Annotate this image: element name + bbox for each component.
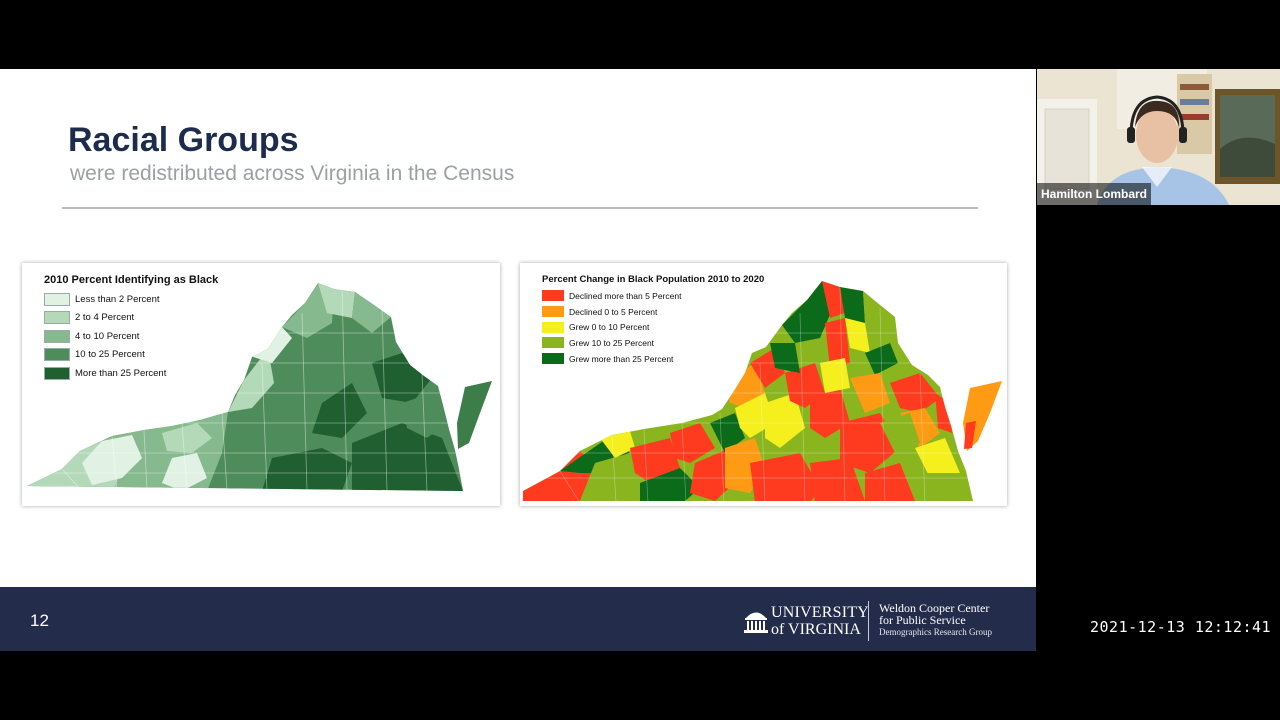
legend-swatch — [44, 329, 70, 343]
map-legend-change: Percent Change in Black Population 2010 … — [542, 274, 764, 366]
legend-title: Percent Change in Black Population 2010 … — [542, 274, 765, 285]
legend-item: 10 to 25 Percent — [44, 346, 218, 365]
legend-item: 4 to 10 Percent — [44, 327, 218, 346]
slide-subtitle: were redistributed across Virginia in th… — [70, 162, 515, 185]
legend-item: Declined 0 to 5 Percent — [542, 304, 764, 320]
legend-swatch — [542, 290, 564, 302]
legend-swatch — [542, 353, 564, 365]
legend-item: 2 to 4 Percent — [44, 309, 218, 328]
legend-label: Declined more than 5 Percent — [569, 290, 682, 301]
legend-item: Grew 10 to 25 Percent — [542, 335, 764, 351]
legend-item: More than 25 Percent — [44, 364, 218, 383]
legend-label: Grew 10 to 25 Percent — [569, 337, 655, 348]
map-legend-2010: 2010 Percent Identifying as Black Less t… — [44, 274, 218, 383]
participant-name-label: Hamilton Lombard — [1037, 183, 1152, 205]
legend-label: More than 25 Percent — [75, 367, 167, 379]
presentation-slide: Racial Groups were redistributed across … — [0, 69, 1036, 651]
participant-video-feed — [1037, 69, 1280, 205]
page-number: 12 — [30, 611, 49, 630]
title-divider — [62, 207, 978, 209]
legend-swatch — [44, 311, 70, 325]
virginia-choropleth-map-2010 — [27, 283, 492, 491]
legend-swatch — [542, 321, 564, 333]
legend-swatch — [44, 366, 70, 380]
legend-title: 2010 Percent Identifying as Black — [44, 274, 219, 286]
legend-item: Less than 2 Percent — [44, 290, 218, 309]
virginia-choropleth-map-change — [523, 281, 1002, 501]
center-name-line2: for Public Service — [879, 613, 966, 627]
slide-footer: 12 UNIVERSITY of VIRGINIA Weldon Cooper … — [0, 587, 1036, 651]
recording-timestamp: 2021-12-13 12:12:41 — [1090, 618, 1272, 636]
center-name-line1: Weldon Cooper Center — [879, 601, 990, 615]
legend-label: 2 to 4 Percent — [75, 312, 135, 324]
university-name-line2: of VIRGINIA — [771, 621, 861, 638]
legend-item: Grew 0 to 10 Percent — [542, 319, 764, 335]
slide-title: Racial Groups — [68, 121, 299, 159]
legend-swatch — [542, 337, 564, 349]
legend-swatch — [542, 306, 564, 318]
legend-item: Declined more than 5 Percent — [542, 288, 764, 304]
legend-label: Grew more than 25 Percent — [569, 353, 674, 364]
university-name-line1: UNIVERSITY — [771, 604, 869, 621]
rotunda-icon — [744, 612, 768, 633]
legend-label: Declined 0 to 5 Percent — [569, 306, 658, 317]
center-name-line3: Demographics Research Group — [879, 627, 992, 637]
logo-divider — [868, 601, 869, 641]
legend-swatch — [44, 292, 70, 306]
participant-video-tile[interactable]: Hamilton Lombard — [1037, 69, 1280, 205]
legend-label: 4 to 10 Percent — [75, 330, 140, 342]
legend-swatch — [44, 348, 70, 362]
map-2010-percent-black: 2010 Percent Identifying as Black Less t… — [22, 263, 500, 506]
legend-item: Grew more than 25 Percent — [542, 351, 764, 367]
legend-label: Less than 2 Percent — [75, 293, 160, 305]
legend-label: Grew 0 to 10 Percent — [569, 322, 650, 333]
map-change-black-population: Percent Change in Black Population 2010 … — [520, 263, 1007, 506]
legend-label: 10 to 25 Percent — [75, 349, 145, 361]
